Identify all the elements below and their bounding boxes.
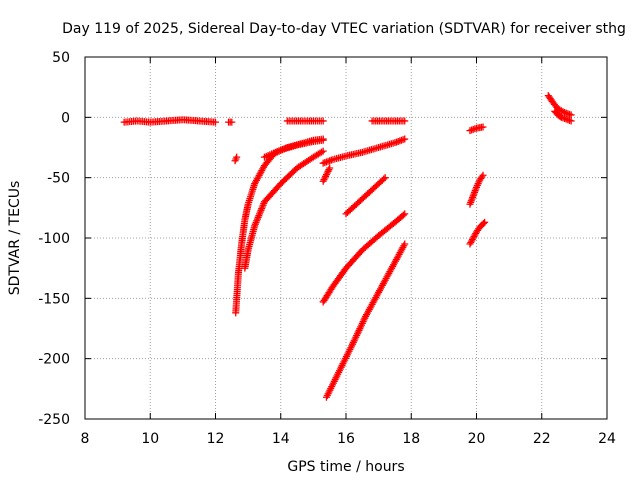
- y-tick-label: -200: [38, 352, 70, 368]
- data-point: [467, 239, 475, 247]
- series-arc16: [466, 218, 489, 248]
- y-tick-label: -50: [47, 171, 70, 187]
- x-axis-label: GPS time / hours: [287, 459, 404, 475]
- data-point: [468, 236, 476, 244]
- data-point: [468, 237, 476, 245]
- data-point: [567, 117, 575, 125]
- series-arc5: [241, 147, 327, 272]
- data-point: [326, 164, 334, 172]
- series-arc15: [466, 171, 487, 208]
- x-tick-label: 24: [598, 431, 616, 447]
- series-arc9: [319, 135, 409, 167]
- data-point: [325, 166, 333, 174]
- data-point: [321, 174, 329, 182]
- data-point: [466, 240, 474, 248]
- data-point: [559, 108, 567, 116]
- x-tick-label: 10: [141, 431, 159, 447]
- series-arc3: [231, 153, 241, 165]
- x-tick-label: 12: [207, 431, 225, 447]
- data-point: [478, 173, 486, 181]
- data-point: [471, 231, 479, 239]
- series-arc10: [319, 210, 409, 306]
- data-point: [479, 171, 487, 179]
- data-point: [479, 123, 487, 131]
- chart-title: Day 119 of 2025, Sidereal Day-to-day VTE…: [62, 21, 626, 37]
- data-point: [401, 117, 409, 125]
- data-point: [401, 135, 409, 143]
- data-point: [481, 218, 489, 226]
- series-arc17: [544, 92, 575, 119]
- series-arc1: [120, 116, 219, 126]
- data-point: [323, 169, 331, 177]
- data-point: [567, 111, 575, 119]
- data-point: [320, 176, 328, 184]
- x-tick-label: 18: [402, 431, 420, 447]
- data-point: [469, 234, 477, 242]
- y-tick-label: -250: [38, 412, 70, 428]
- data-point: [401, 210, 409, 218]
- data-points: [120, 92, 575, 401]
- data-point: [319, 117, 327, 125]
- data-point: [479, 220, 487, 228]
- gridlines: [85, 57, 607, 419]
- data-point: [212, 118, 219, 126]
- data-point: [228, 118, 236, 126]
- data-point: [319, 147, 327, 155]
- series-arc2: [225, 118, 236, 126]
- y-tick-label: 50: [52, 50, 70, 66]
- series-arc18: [551, 107, 575, 125]
- y-tick-label: -100: [38, 231, 70, 247]
- y-axis-label: SDTVAR / TECUs: [7, 181, 23, 296]
- x-tick-label: 8: [81, 431, 90, 447]
- data-point: [324, 167, 332, 175]
- series-arc6: [260, 136, 327, 161]
- data-point: [233, 153, 241, 161]
- x-tick-label: 14: [272, 431, 290, 447]
- series-arc7: [283, 117, 327, 125]
- x-tick-label: 20: [468, 431, 486, 447]
- data-point: [399, 211, 407, 219]
- series-arc13: [368, 117, 409, 125]
- series-arc4: [232, 135, 327, 317]
- data-point: [319, 136, 327, 144]
- x-tick-label: 16: [337, 431, 355, 447]
- data-point: [318, 148, 326, 156]
- series-arc12: [342, 174, 389, 218]
- data-point: [381, 174, 389, 182]
- data-point: [319, 177, 327, 185]
- x-axis-ticks: 8 10 12 14 16 18 20 22 24: [81, 57, 616, 447]
- data-point: [322, 172, 330, 180]
- y-tick-label: -150: [38, 291, 70, 307]
- y-axis-ticks: 50 0 -50 -100 -150 -200 -250: [38, 50, 607, 428]
- y-tick-label: 0: [61, 110, 70, 126]
- data-point: [322, 171, 330, 179]
- x-tick-label: 22: [533, 431, 551, 447]
- data-point: [380, 175, 388, 183]
- series-arc14: [466, 123, 487, 135]
- series-arc11: [322, 240, 409, 401]
- data-point: [470, 232, 478, 240]
- series-arc8: [319, 164, 334, 185]
- data-point: [401, 240, 409, 248]
